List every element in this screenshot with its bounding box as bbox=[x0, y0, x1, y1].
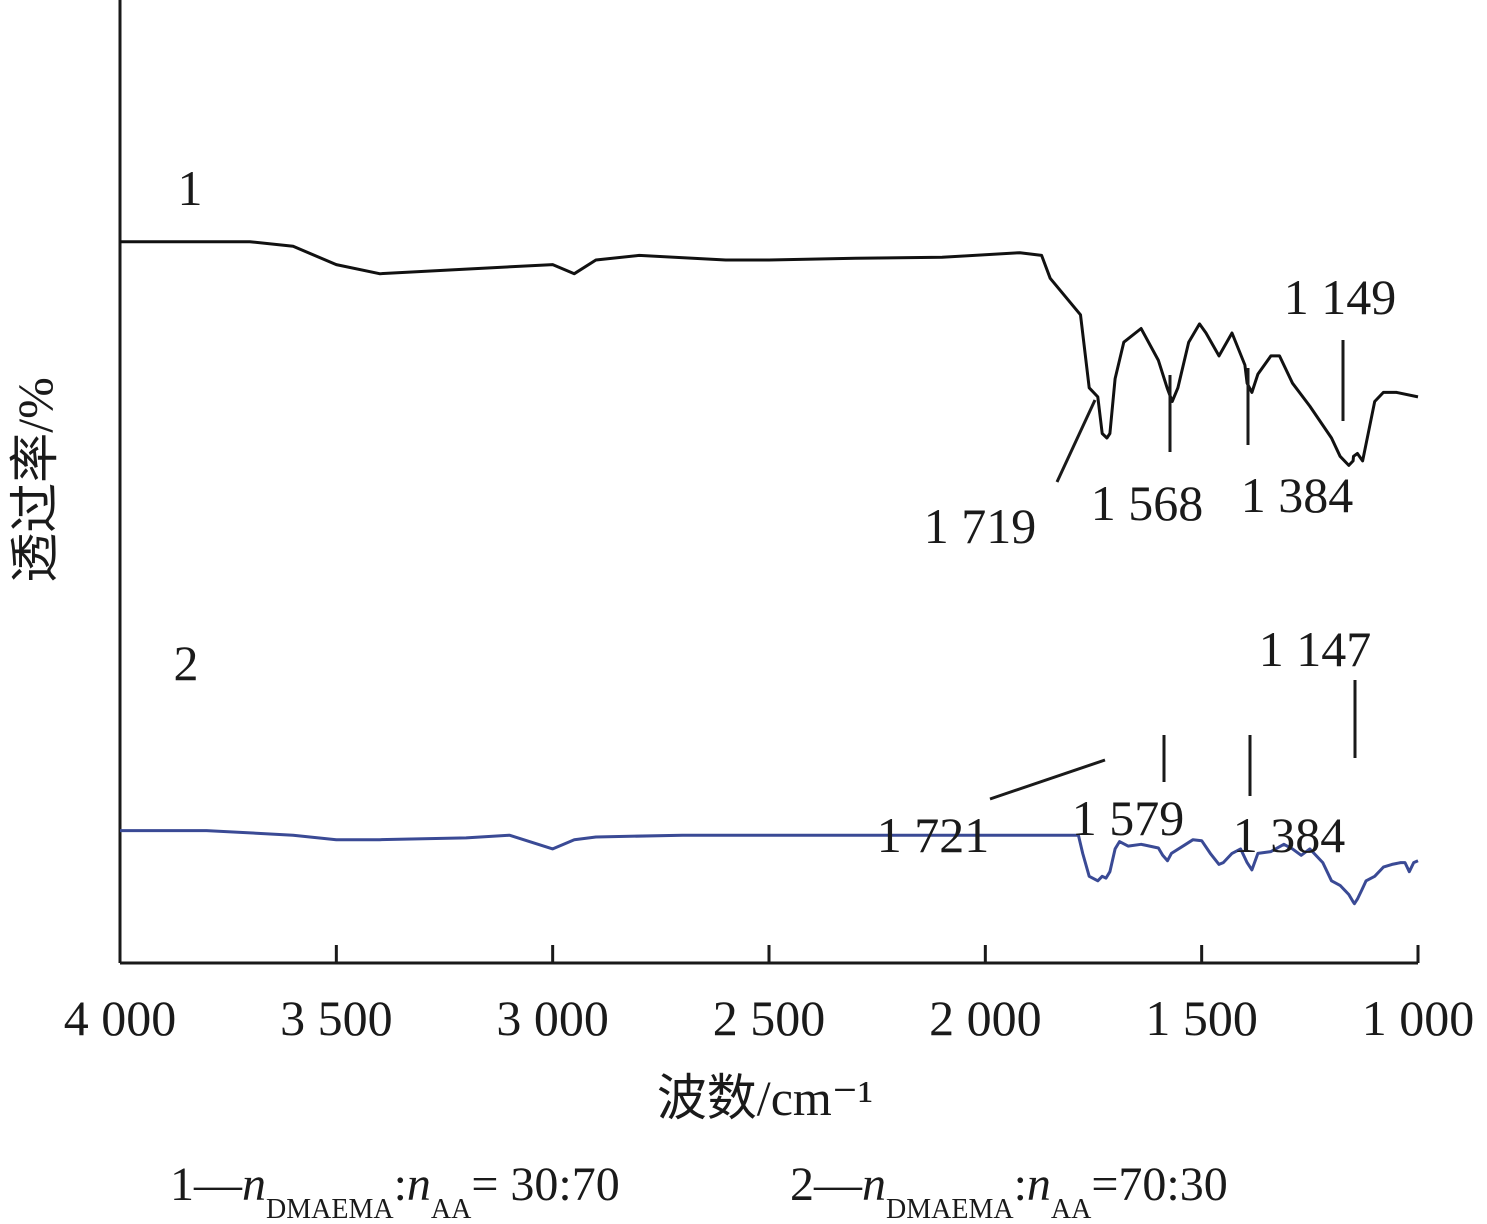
x-tick-labels: 4 000 3 500 3 000 2 500 2 000 1 500 1 000 bbox=[64, 990, 1475, 1046]
series-2-label: 2 bbox=[174, 635, 199, 691]
legend-item-2: 2—nDMAEMA:nAA=70:30 bbox=[790, 1158, 1228, 1224]
y-axis-title: 透过率/% bbox=[7, 377, 63, 583]
x-ticks bbox=[118, 945, 1420, 963]
x-tick-label: 2 500 bbox=[713, 990, 826, 1046]
annotation-label: 1 147 bbox=[1259, 621, 1372, 677]
series-layer: 12 bbox=[120, 160, 1419, 906]
annotations: 1 719 1 568 1 384 1 149 1 721 1 579 1 384 1 147 bbox=[877, 269, 1397, 863]
annotation-label: 1 384 bbox=[1241, 467, 1354, 523]
annotation-label: 1 384 bbox=[1233, 807, 1346, 863]
x-tick-label: 3 500 bbox=[280, 990, 393, 1046]
x-tick-label: 2 000 bbox=[929, 990, 1042, 1046]
annotation-label: 1 568 bbox=[1091, 475, 1204, 531]
annotation-label: 1 721 bbox=[877, 807, 990, 863]
x-tick-label: 1 500 bbox=[1145, 990, 1258, 1046]
x-tick-label: 4 000 bbox=[64, 990, 177, 1046]
legend: 1—nDMAEMA:nAA= 30:70 2—nDMAEMA:nAA=70:30 bbox=[170, 1158, 1228, 1224]
x-axis-title: 波数/cm⁻¹ bbox=[657, 1070, 873, 1126]
annotation-leader bbox=[1055, 399, 1097, 483]
annotation-label: 1 149 bbox=[1284, 269, 1397, 325]
series-1-line bbox=[120, 240, 1419, 467]
axes bbox=[118, 0, 1418, 965]
series-1-label: 1 bbox=[178, 160, 203, 216]
annotation-label: 1 579 bbox=[1072, 790, 1185, 846]
x-tick-label: 3 000 bbox=[496, 990, 609, 1046]
legend-item-1: 1—nDMAEMA:nAA= 30:70 bbox=[170, 1158, 620, 1224]
annotation-label: 1 719 bbox=[924, 498, 1037, 554]
series-2-line bbox=[120, 829, 1419, 906]
x-tick-label: 1 000 bbox=[1362, 990, 1475, 1046]
annotation-leader bbox=[989, 758, 1106, 801]
